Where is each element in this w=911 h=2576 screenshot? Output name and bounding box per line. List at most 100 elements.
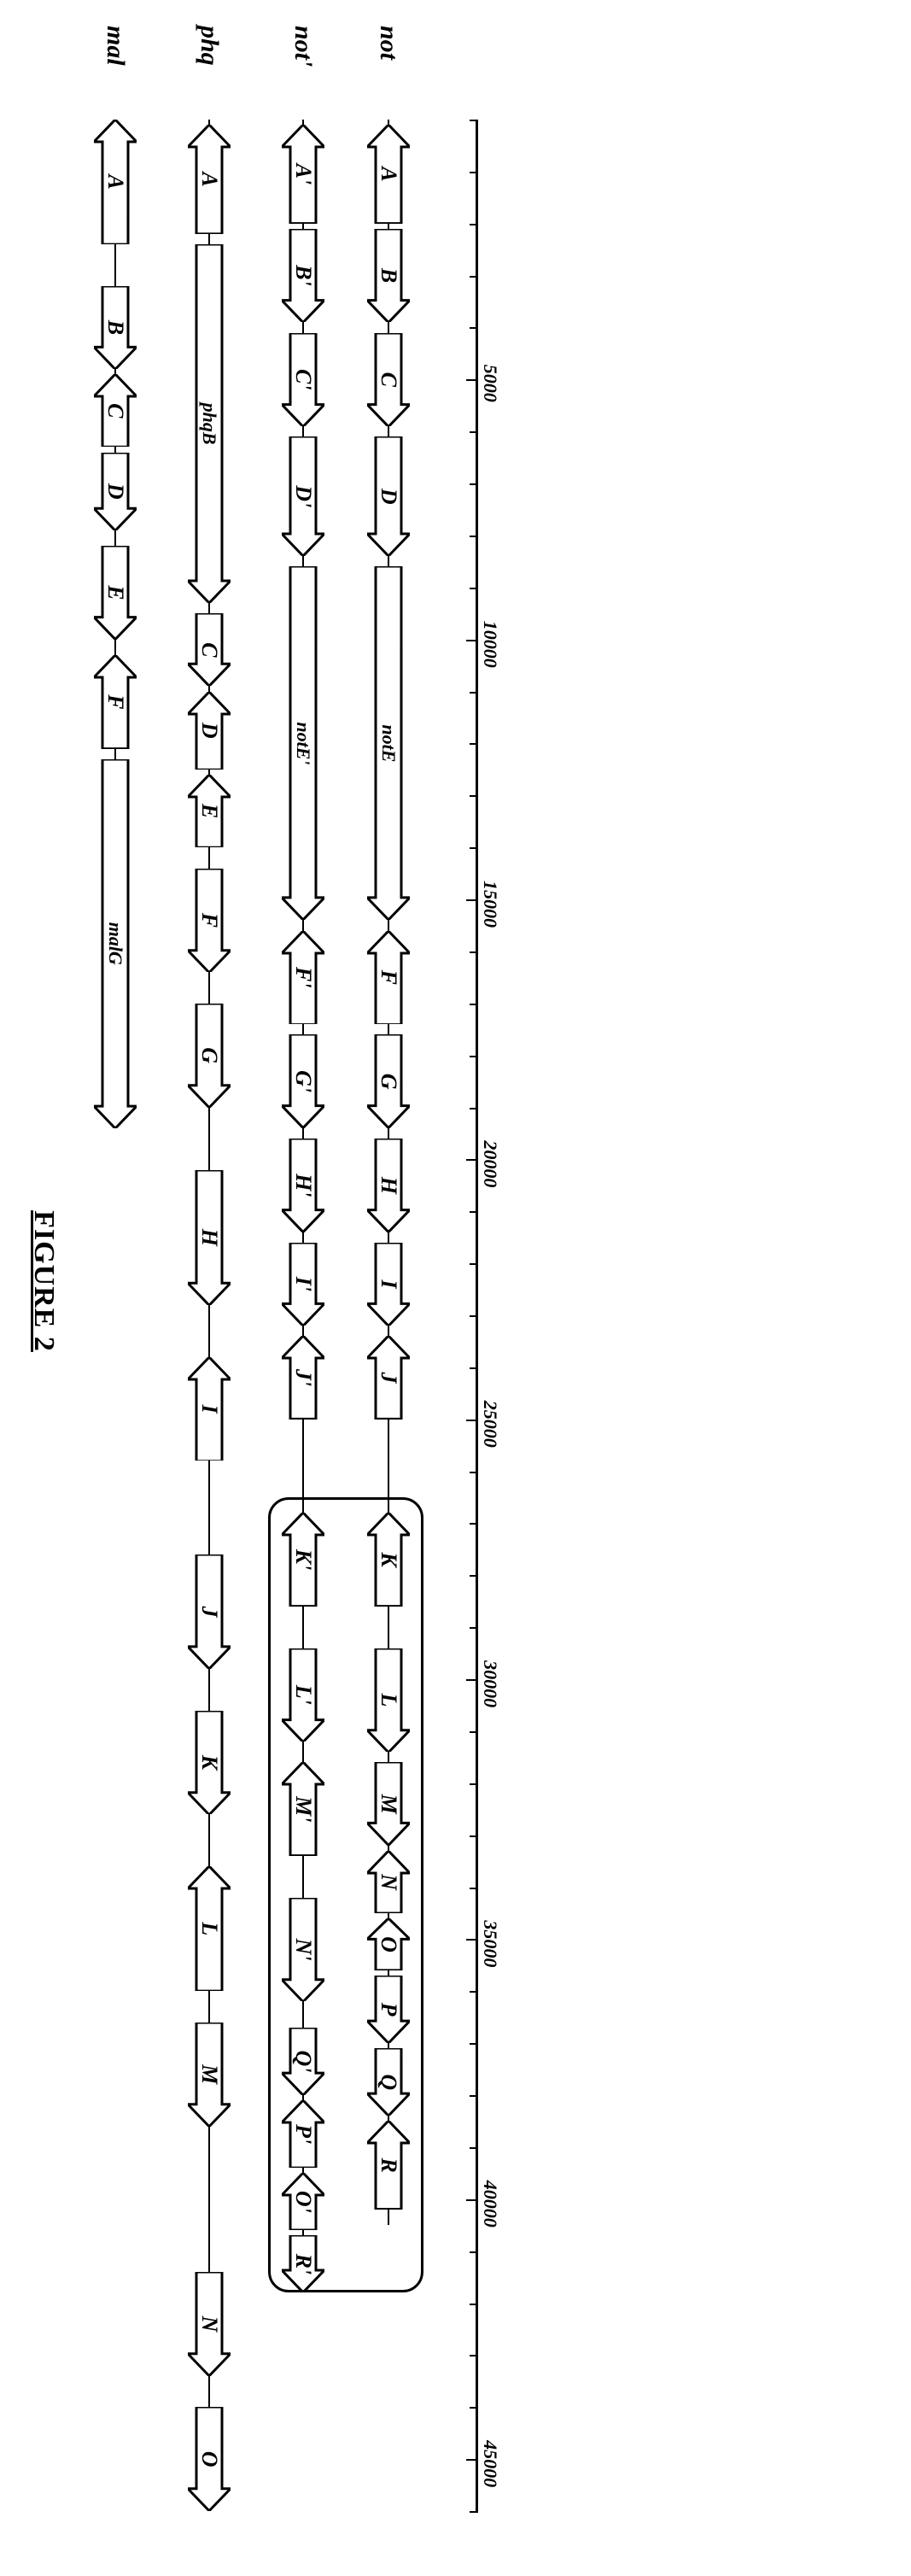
gene-arrow: B xyxy=(94,286,137,369)
minor-tick xyxy=(470,483,478,485)
gene-arrow: R' xyxy=(282,2235,324,2292)
major-tick xyxy=(466,2199,478,2201)
gene-arrow: H xyxy=(367,1139,410,1232)
gene-arrow: D xyxy=(94,453,137,530)
gene-arrow: E xyxy=(188,775,231,847)
gene-arrow: K' xyxy=(282,1513,324,1607)
gene-arrow: N xyxy=(367,1851,410,1913)
track-label: phq xyxy=(195,26,224,66)
gene-arrow: J' xyxy=(282,1336,324,1419)
gene-arrow: O xyxy=(188,2407,231,2511)
tick-label: 15000 xyxy=(479,881,501,928)
minor-tick xyxy=(470,1731,478,1733)
figure-caption: FIGURE 2 xyxy=(27,1210,60,1352)
gene-arrow: C' xyxy=(282,333,324,427)
gene-track: phqAphqBCDEFGHIJKLMNO xyxy=(179,120,239,2511)
minor-tick xyxy=(470,2407,478,2409)
ruler: 5000100001500020000250003000035000400004… xyxy=(435,120,478,2511)
gene-arrow: D xyxy=(367,436,410,556)
tick-label: 25000 xyxy=(479,1401,501,1448)
minor-tick xyxy=(470,2095,478,2097)
gene-arrow: J xyxy=(367,1336,410,1419)
minor-tick xyxy=(470,847,478,849)
tick-label: 5000 xyxy=(479,365,501,402)
gene-arrow: G xyxy=(367,1034,410,1128)
minor-tick xyxy=(470,2147,478,2149)
gene-arrow: P' xyxy=(282,2100,324,2168)
minor-tick xyxy=(470,1263,478,1265)
major-tick xyxy=(466,2459,478,2461)
gene-arrow: M' xyxy=(282,1762,324,1856)
gene-arrow: F xyxy=(367,931,410,1025)
gene-arrow: notE' xyxy=(282,566,324,920)
major-tick xyxy=(466,1939,478,1941)
gene-arrow: I xyxy=(188,1357,231,1461)
gene-track: not'A'B'C'D'notE'F'G'H'I'J'K'L'M'N'Q'P'O… xyxy=(273,120,333,2511)
minor-tick xyxy=(470,172,478,173)
gene-arrow: N' xyxy=(282,1898,324,2002)
gene-arrow: M xyxy=(367,1762,410,1845)
minor-tick xyxy=(470,2251,478,2253)
gene-arrow: Q' xyxy=(282,2028,324,2095)
minor-tick xyxy=(470,1575,478,1577)
major-tick xyxy=(466,899,478,901)
track-label: not xyxy=(374,26,403,60)
gene-arrow: notE xyxy=(367,566,410,920)
minor-tick xyxy=(470,276,478,278)
gene-arrow: D' xyxy=(282,436,324,556)
gene-arrow: A' xyxy=(282,125,324,224)
gene-arrow: O' xyxy=(282,2173,324,2230)
gene-arrow: E xyxy=(94,546,137,640)
minor-tick xyxy=(470,2304,478,2305)
gene-arrow: H' xyxy=(282,1139,324,1232)
track-label: mal xyxy=(101,26,130,66)
major-tick xyxy=(466,1679,478,1681)
minor-tick xyxy=(470,951,478,953)
gene-arrow: D xyxy=(188,692,231,770)
gene-arrow: P xyxy=(367,1976,410,2043)
gene-arrow: L' xyxy=(282,1648,324,1742)
minor-tick xyxy=(470,2043,478,2045)
minor-tick xyxy=(470,1211,478,1213)
minor-tick xyxy=(470,120,478,121)
gene-arrow: N xyxy=(188,2272,231,2376)
minor-tick xyxy=(470,1004,478,1005)
major-tick xyxy=(466,379,478,381)
major-tick xyxy=(466,1159,478,1161)
major-tick xyxy=(466,1420,478,1421)
tick-label: 10000 xyxy=(479,621,501,668)
minor-tick xyxy=(470,224,478,225)
tick-label: 40000 xyxy=(479,2181,501,2228)
track-label: not' xyxy=(289,26,318,67)
minor-tick xyxy=(470,1991,478,1993)
gene-arrow: A xyxy=(188,125,231,234)
gene-arrow: Q xyxy=(367,2048,410,2116)
minor-tick xyxy=(470,1367,478,1369)
minor-tick xyxy=(470,692,478,694)
minor-tick xyxy=(470,2355,478,2356)
gene-track: malABCDEFmalG xyxy=(85,120,145,2511)
tick-label: 30000 xyxy=(479,1660,501,1707)
gene-arrow: C xyxy=(367,333,410,427)
gene-arrow: J xyxy=(188,1554,231,1669)
gene-arrow: B' xyxy=(282,229,324,323)
gene-arrow: O xyxy=(367,1918,410,1970)
gene-arrow: G xyxy=(188,1004,231,1108)
minor-tick xyxy=(470,536,478,537)
minor-tick xyxy=(470,743,478,745)
minor-tick xyxy=(470,1315,478,1317)
gene-arrow: A xyxy=(367,125,410,224)
major-tick xyxy=(466,640,478,641)
gene-arrow: F' xyxy=(282,931,324,1025)
minor-tick xyxy=(470,1056,478,1057)
tick-label: 35000 xyxy=(479,1920,501,1967)
gene-arrow: I xyxy=(367,1243,410,1326)
gene-arrow: F xyxy=(94,655,137,749)
minor-tick xyxy=(470,327,478,329)
minor-tick xyxy=(470,1888,478,1889)
gene-arrow: L xyxy=(188,1866,231,1991)
gene-arrow: G' xyxy=(282,1034,324,1128)
gene-arrow: I' xyxy=(282,1243,324,1326)
gene-arrow: K xyxy=(188,1711,231,1815)
gene-arrow: malG xyxy=(94,759,137,1128)
